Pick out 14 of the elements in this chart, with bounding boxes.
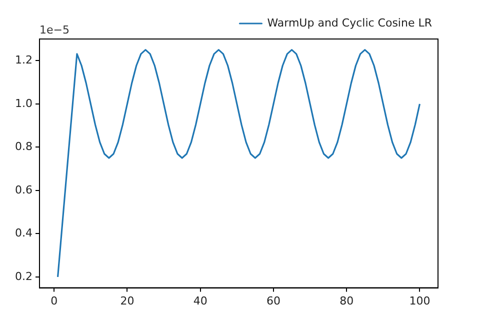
y-tick-label: 1.0 [14, 96, 32, 110]
y-tick-label: 0.8 [14, 140, 32, 154]
x-tick-label: 100 [409, 294, 430, 308]
legend-label: WarmUp and Cyclic Cosine LR [267, 16, 432, 30]
x-tick-label: 60 [266, 294, 280, 308]
y-tick-label: 1.2 [14, 53, 32, 66]
y-tick-label: 0.4 [14, 226, 32, 240]
x-tick-label: 80 [340, 294, 354, 308]
y-tick-label: 0.2 [14, 270, 32, 283]
x-tick-label: 20 [120, 294, 134, 308]
y-tick-label: 0.6 [14, 183, 32, 196]
x-tick-label: 0 [50, 294, 58, 308]
x-tick-label: 40 [193, 294, 208, 308]
text: 1e−5 [39, 23, 70, 36]
